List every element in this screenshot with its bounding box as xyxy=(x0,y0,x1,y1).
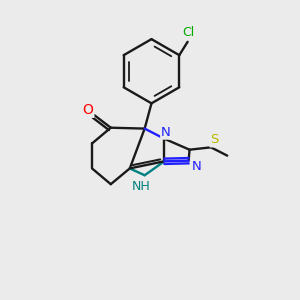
Text: S: S xyxy=(210,134,219,146)
Text: N: N xyxy=(192,160,202,172)
Text: N: N xyxy=(161,126,171,139)
Text: Cl: Cl xyxy=(182,26,194,39)
Text: O: O xyxy=(82,103,93,117)
Text: NH: NH xyxy=(132,180,151,193)
